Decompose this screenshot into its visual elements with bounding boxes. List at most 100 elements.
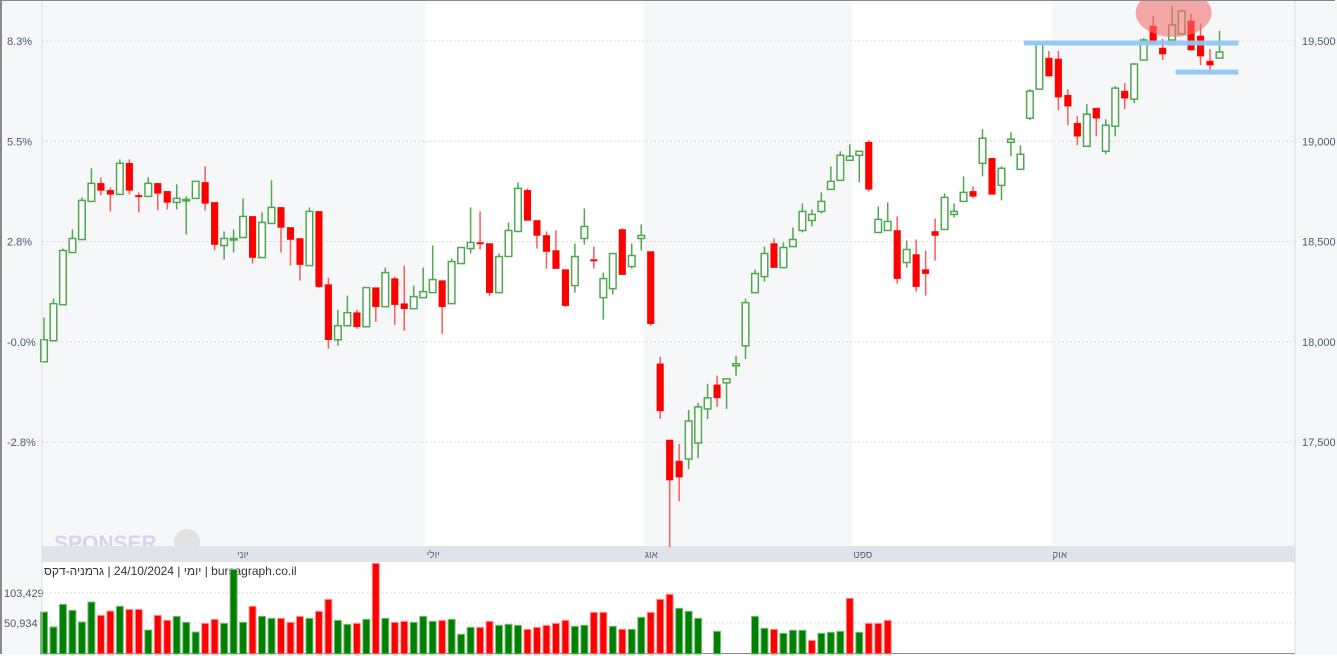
volume-bar <box>836 630 845 655</box>
candle <box>1006 132 1016 157</box>
volume-bar <box>769 628 778 655</box>
candle <box>656 356 664 419</box>
candle-body <box>845 155 854 162</box>
candle-body <box>731 363 741 367</box>
volume-bar <box>49 626 58 655</box>
candle <box>580 208 589 245</box>
volume-bar <box>495 624 504 655</box>
candle-body <box>656 363 664 412</box>
volume-bar <box>277 617 285 655</box>
volume-bar <box>87 601 96 655</box>
candle-body <box>1035 43 1044 90</box>
candle-body <box>1139 39 1148 61</box>
volume-bar <box>542 624 551 655</box>
candle <box>513 182 523 233</box>
highlight-ellipse <box>1135 1 1212 37</box>
candle-body <box>874 218 883 234</box>
candle-body <box>760 252 769 278</box>
volume-bar <box>153 614 162 655</box>
candle <box>694 402 703 459</box>
candle <box>570 243 579 293</box>
candle-body <box>438 280 446 307</box>
candle-body <box>826 180 835 191</box>
candle <box>1045 51 1053 77</box>
candle <box>144 177 153 198</box>
price-tick-label: 19,500 <box>1302 36 1336 48</box>
candle <box>978 129 987 177</box>
volume-bar <box>855 631 864 655</box>
percent-tick-label: 5.5% <box>7 136 32 148</box>
candle-body <box>115 162 124 196</box>
candle <box>931 218 939 261</box>
candle-body <box>1159 47 1167 55</box>
candle-body <box>49 302 58 342</box>
candle-body <box>666 439 674 481</box>
candle <box>817 192 826 214</box>
volume-bar <box>371 562 380 655</box>
candle <box>87 168 96 203</box>
candle-body <box>305 210 314 267</box>
candle <box>343 295 352 327</box>
candle-body <box>940 196 949 231</box>
candle-body <box>817 200 826 213</box>
volume-bar <box>381 617 390 655</box>
volume-bar <box>551 622 560 655</box>
candle-body <box>476 242 484 245</box>
candle-body <box>836 154 845 182</box>
candle-body <box>353 312 361 327</box>
candle-body <box>1082 113 1091 148</box>
volume-bar <box>476 626 485 655</box>
candle <box>324 277 332 349</box>
candle-body <box>570 255 579 287</box>
volume-bar <box>352 622 361 655</box>
candle <box>191 180 200 200</box>
candle-body <box>969 191 977 197</box>
candle <box>1111 86 1120 137</box>
candle-body <box>257 221 267 259</box>
candle-body <box>1101 124 1110 153</box>
candle <box>182 196 191 235</box>
candle-body <box>1016 153 1025 171</box>
candle-body <box>372 287 380 307</box>
candle-body <box>637 234 646 240</box>
candle <box>731 355 741 376</box>
candle <box>883 202 892 232</box>
candle-body <box>922 269 930 274</box>
month-band <box>1051 1 1295 546</box>
candle <box>865 140 873 192</box>
candle <box>533 220 541 249</box>
candle-body <box>1006 138 1016 144</box>
candle <box>770 238 778 268</box>
volume-bar <box>333 619 342 655</box>
candle <box>172 184 181 210</box>
candle <box>428 245 437 294</box>
volume-bar <box>125 608 134 655</box>
candle-body <box>486 243 494 293</box>
candle <box>353 309 361 329</box>
candle <box>590 246 598 269</box>
candle <box>286 227 295 266</box>
candle-body <box>333 324 342 341</box>
volume-bar <box>201 622 210 655</box>
volume-bar <box>466 626 475 655</box>
volume-bar <box>172 615 181 655</box>
candle-body <box>428 278 437 294</box>
month-label: יוני <box>237 550 249 561</box>
candle-body <box>580 225 589 240</box>
candle-body <box>713 384 721 399</box>
candle-body <box>229 237 238 241</box>
candle-body <box>466 241 475 250</box>
candle-body <box>788 238 797 248</box>
volume-tick-label: 50,934 <box>4 618 38 630</box>
candle-body <box>883 220 892 232</box>
candle <box>486 243 494 296</box>
candle-body <box>618 229 626 275</box>
volume-bar <box>409 621 418 655</box>
candle-body <box>1092 107 1100 119</box>
candle <box>77 197 86 241</box>
candle <box>68 229 77 254</box>
candle-body <box>608 252 617 290</box>
candle <box>599 272 608 320</box>
candle-body <box>494 255 504 294</box>
